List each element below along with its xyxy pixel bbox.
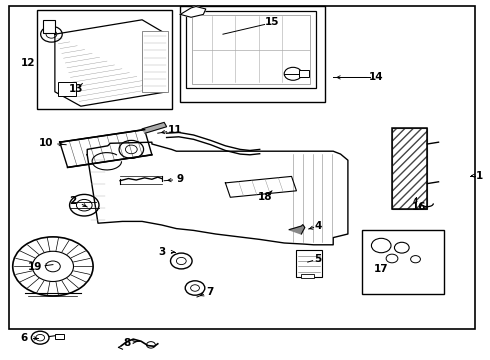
- Text: 1: 1: [476, 171, 483, 181]
- Bar: [392, 128, 427, 209]
- Text: 6: 6: [20, 333, 27, 343]
- Polygon shape: [142, 122, 167, 133]
- Text: 16: 16: [412, 202, 426, 212]
- Bar: [301, 274, 314, 278]
- Bar: [192, 15, 310, 84]
- Text: 7: 7: [206, 287, 214, 297]
- Bar: [296, 250, 322, 277]
- Text: 10: 10: [39, 138, 54, 148]
- Circle shape: [46, 261, 60, 272]
- Text: 8: 8: [124, 338, 131, 348]
- Polygon shape: [55, 20, 167, 106]
- Bar: [186, 11, 316, 88]
- Bar: [55, 334, 64, 339]
- Text: 9: 9: [177, 174, 184, 184]
- Text: 12: 12: [21, 58, 36, 68]
- Text: 2: 2: [69, 196, 76, 206]
- Bar: [299, 70, 309, 77]
- Text: 4: 4: [315, 221, 322, 231]
- Polygon shape: [180, 6, 206, 17]
- Polygon shape: [87, 142, 348, 245]
- Text: 3: 3: [158, 247, 165, 257]
- Bar: [180, 6, 325, 102]
- Bar: [392, 128, 427, 209]
- Text: 5: 5: [314, 254, 321, 264]
- Polygon shape: [225, 176, 296, 197]
- Polygon shape: [60, 130, 152, 167]
- Text: 18: 18: [257, 192, 272, 202]
- Bar: [37, 10, 171, 109]
- Text: 19: 19: [28, 262, 43, 272]
- Bar: [142, 31, 168, 92]
- Bar: [9, 6, 475, 329]
- Bar: [43, 20, 55, 33]
- Text: 14: 14: [369, 72, 384, 82]
- Polygon shape: [289, 225, 305, 234]
- Bar: [362, 230, 444, 294]
- Bar: [58, 82, 76, 96]
- Text: 11: 11: [168, 125, 183, 135]
- Text: 13: 13: [69, 84, 83, 94]
- Text: 15: 15: [265, 17, 279, 27]
- Text: 17: 17: [374, 264, 389, 274]
